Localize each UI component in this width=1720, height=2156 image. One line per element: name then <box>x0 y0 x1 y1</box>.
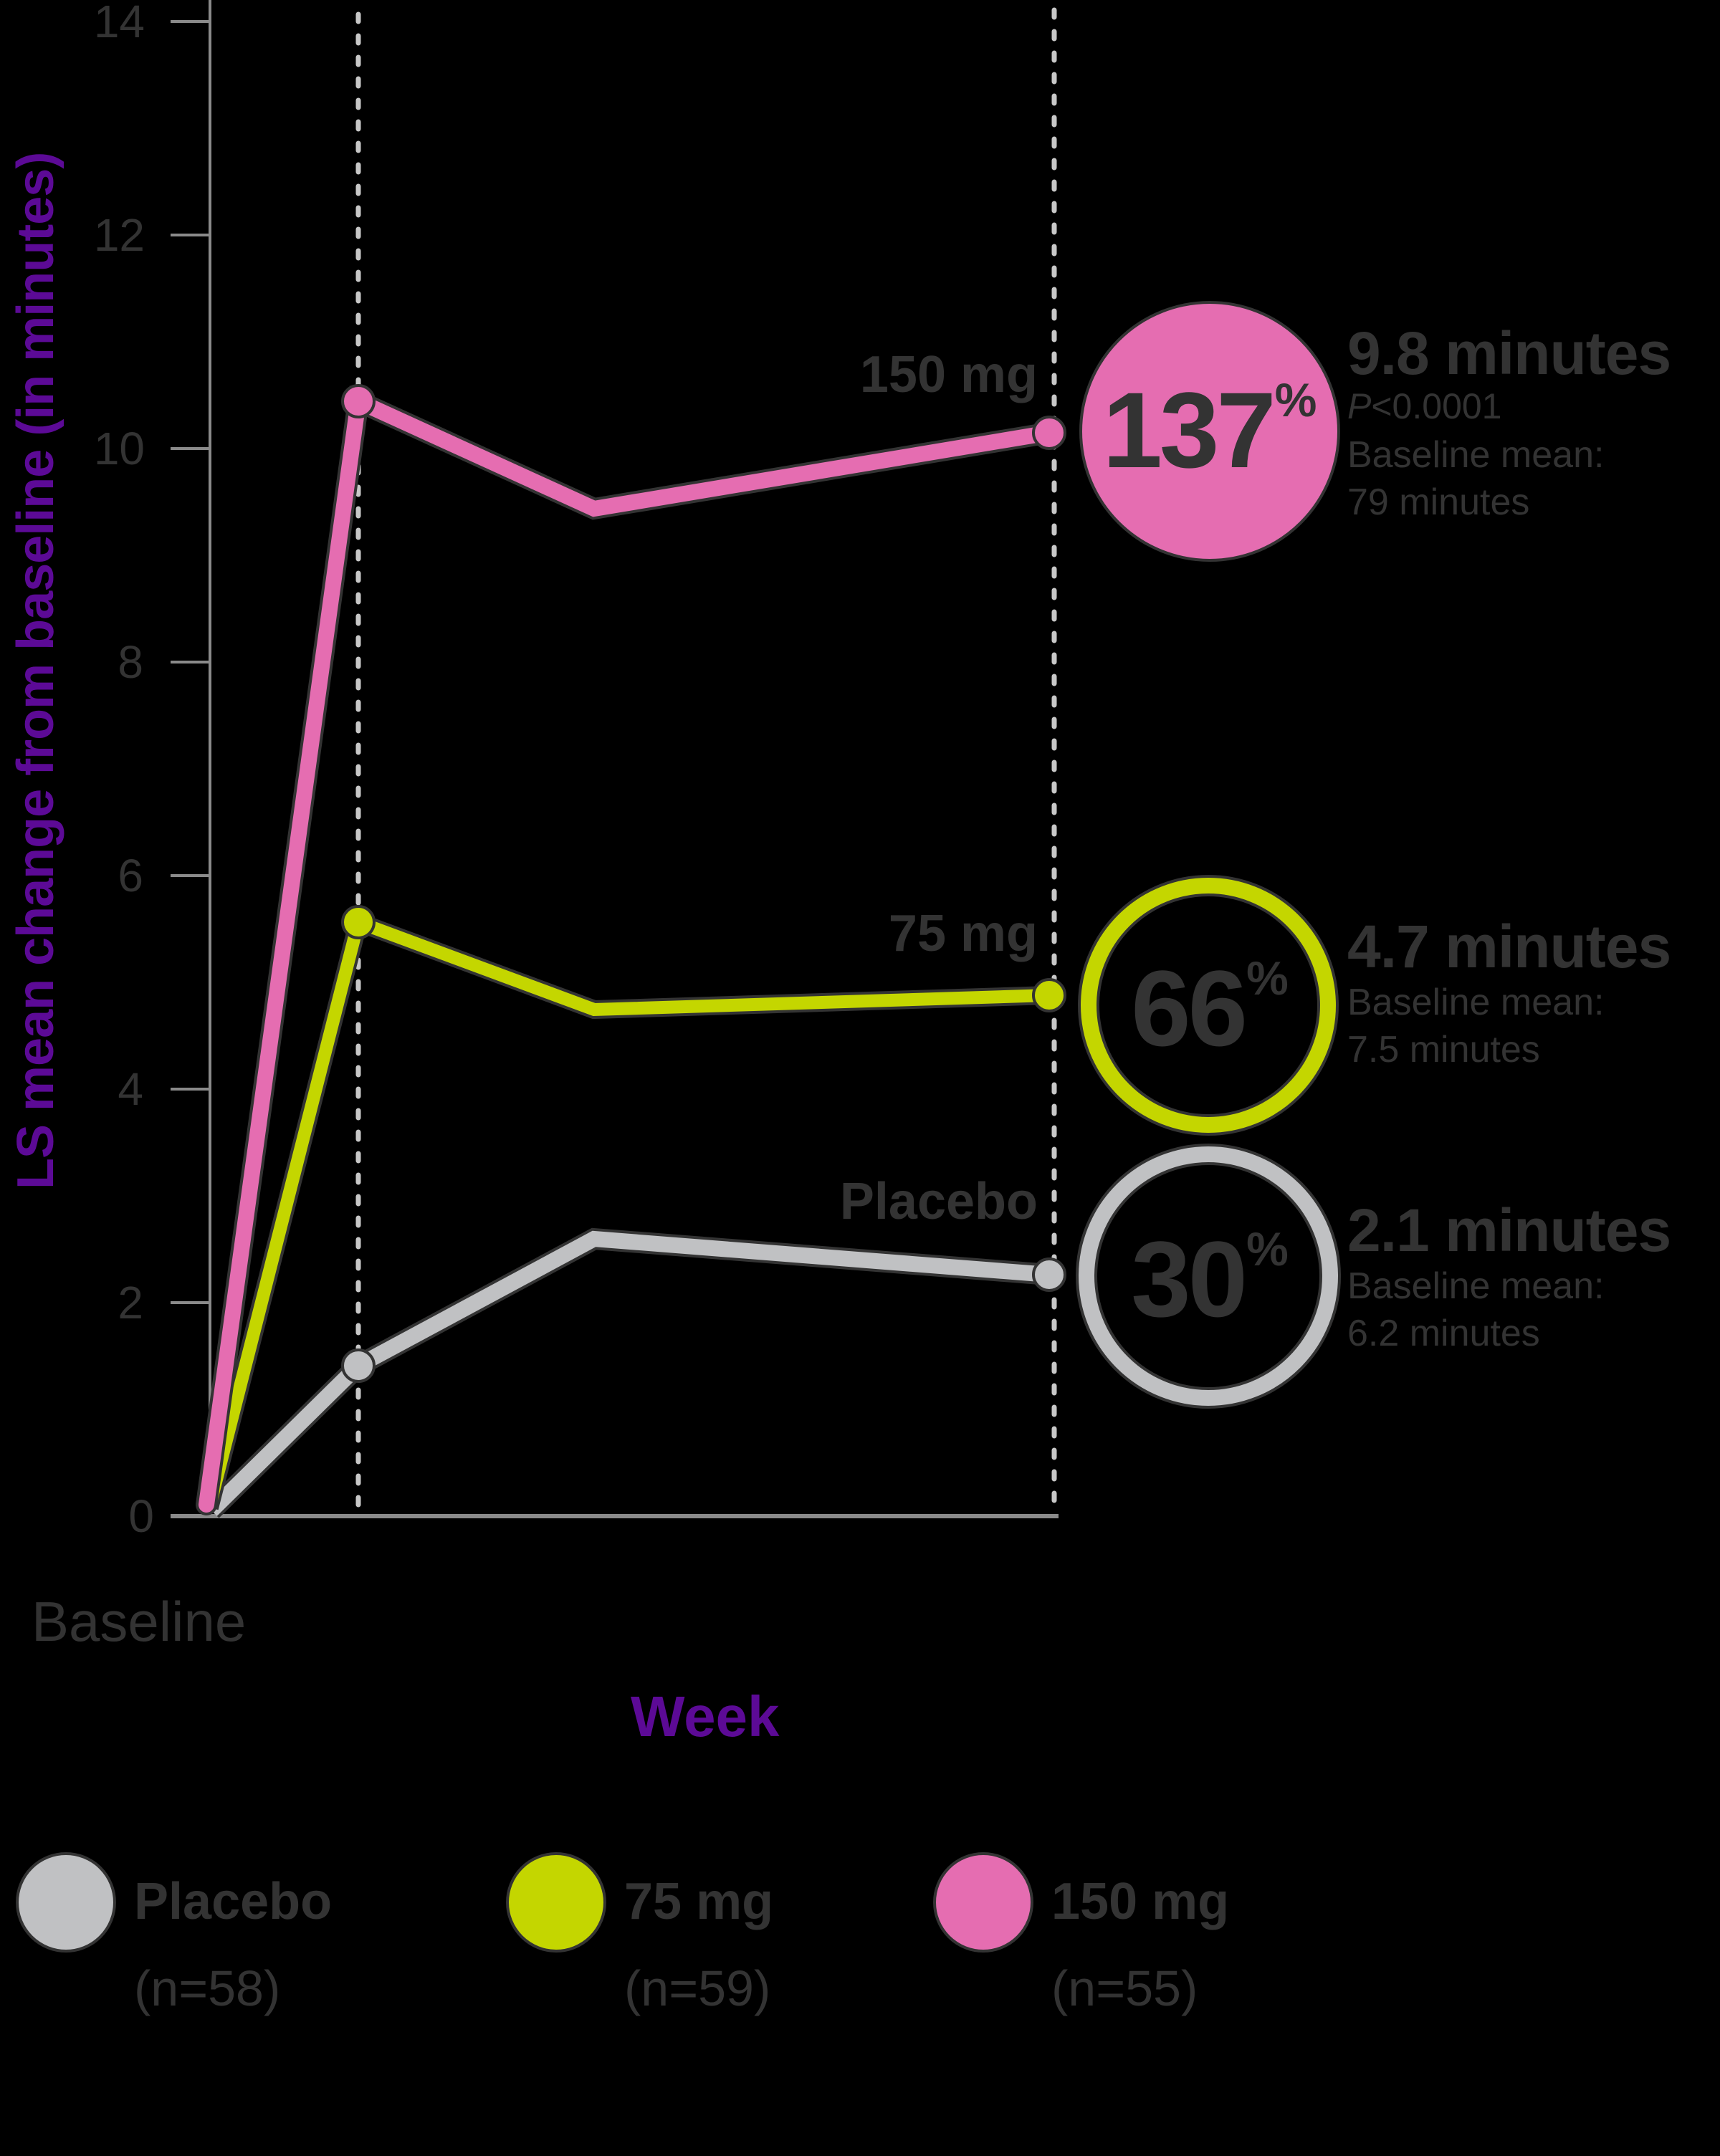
series-75mg <box>200 905 1066 1510</box>
percent-value: 137 <box>1102 370 1276 490</box>
percent-value: 30 <box>1131 1219 1248 1339</box>
data-point <box>1032 978 1066 1012</box>
legend-label: 75 mg <box>624 1873 774 1930</box>
legend-sample-size: (n=59) <box>624 1960 771 2016</box>
y-tick-label: 12 <box>93 209 145 261</box>
y-tick-label: 10 <box>93 423 145 474</box>
y-tick-label: 8 <box>118 636 143 688</box>
legend-sample-size: (n=55) <box>1051 1960 1198 2016</box>
baseline-mean-value: 6.2 minutes <box>1347 1313 1540 1354</box>
percent-sign: % <box>1246 952 1289 1005</box>
percent-value: 66 <box>1131 948 1248 1068</box>
data-point <box>341 905 376 939</box>
baseline-mean-value: 79 minutes <box>1347 481 1530 523</box>
series-label-75mg: 75 mg <box>888 905 1038 962</box>
y-tick-label: 6 <box>118 850 143 901</box>
y-tick-label: 14 <box>93 0 145 47</box>
callout-circle-150mg <box>1079 301 1340 562</box>
annotation-150mg: 9.8 minutes P<0.0001 Baseline mean: 79 m… <box>1347 321 1671 526</box>
legend-swatch-icon <box>933 1852 1033 1953</box>
change-value: 2.1 minutes <box>1347 1197 1671 1264</box>
y-tick-label: 0 <box>128 1490 154 1542</box>
x-axis-title: Week <box>631 1685 780 1748</box>
series-150mg <box>196 384 1066 1515</box>
callout-percent-150mg: 137% <box>1081 376 1339 484</box>
baseline-mean-label: Baseline mean: <box>1347 434 1605 476</box>
legend-swatch-icon <box>16 1852 116 1953</box>
y-tick-label: 2 <box>118 1277 143 1328</box>
y-tick-label: 4 <box>118 1063 143 1115</box>
baseline-mean-label: Baseline mean: <box>1347 982 1605 1023</box>
change-value: 9.8 minutes <box>1347 320 1671 387</box>
callout-percent-placebo: 30% <box>1081 1225 1339 1333</box>
y-axis-title: LS mean change from baseline (in minutes… <box>7 152 64 1189</box>
annotation-placebo: 2.1 minutes Baseline mean: 6.2 minutes <box>1347 1198 1671 1357</box>
series-placebo <box>204 1227 1066 1518</box>
legend-label: Placebo <box>134 1873 333 1930</box>
series-label-placebo: Placebo <box>839 1173 1038 1230</box>
callout-circle-75mg-ring <box>1081 878 1336 1133</box>
data-point <box>1032 1257 1066 1292</box>
x-tick-label-baseline: Baseline <box>32 1590 247 1653</box>
series-label-150mg: 150 mg <box>859 346 1038 403</box>
annotation-75mg: 4.7 minutes Baseline mean: 7.5 minutes <box>1347 914 1671 1073</box>
baseline-mean-label: Baseline mean: <box>1347 1265 1605 1307</box>
data-point <box>1032 416 1066 450</box>
percent-sign: % <box>1246 1222 1289 1275</box>
legend-label: 150 mg <box>1051 1873 1230 1930</box>
change-value: 4.7 minutes <box>1347 913 1671 980</box>
data-point <box>341 384 376 418</box>
legend-sample-size: (n=58) <box>134 1960 281 2016</box>
legend-swatch-icon <box>506 1852 606 1953</box>
data-point <box>341 1348 376 1383</box>
callout-percent-75mg: 66% <box>1081 954 1339 1062</box>
baseline-mean-value: 7.5 minutes <box>1347 1029 1540 1070</box>
y-ticks <box>171 20 210 1518</box>
callout-circle-placebo-ring <box>1079 1146 1338 1406</box>
percent-sign: % <box>1274 373 1317 426</box>
p-value: P<0.0001 <box>1347 386 1502 426</box>
